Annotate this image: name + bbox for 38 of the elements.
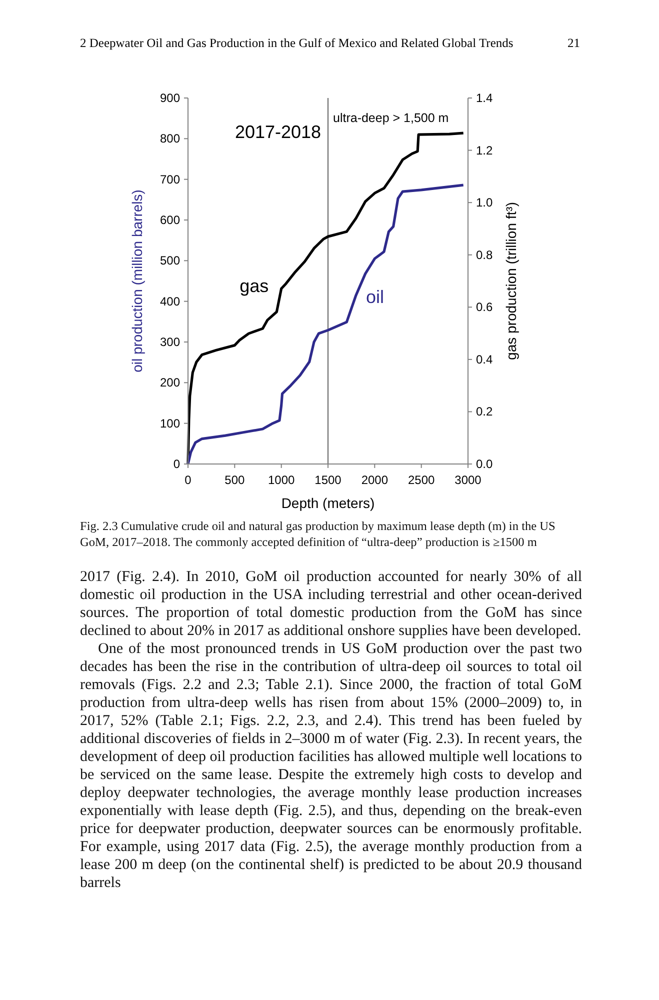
- y2-axis-title: gas production (trillion ft³): [503, 202, 519, 360]
- y2-tick-label: 1.4: [476, 91, 494, 105]
- x-tick-label: 1000: [268, 473, 296, 487]
- caption: Fig. 2.3 Cumulative crude oil and natural gas production by maximum lease depth (m) in the US GoM, 2017–2018. The commonly accepted definition of “ultra-deep” production is ≥1500 m: [80, 518, 556, 550]
- y-tick-label: 800: [160, 132, 180, 146]
- x-tick-label: 0: [184, 473, 192, 487]
- annotation: 2017-2018: [234, 122, 322, 142]
- y2-tick-label: 1.2: [476, 143, 494, 158]
- y-tick-label: 900: [160, 91, 180, 105]
- y-tick-label: 300: [160, 335, 180, 349]
- y-tick-label: 400: [160, 294, 180, 308]
- text: 2 Deepwater Oil and Gas Production in the Gulf of Mexico and Related Global Trends: [80, 36, 514, 50]
- x-tick-label: 1500: [314, 473, 342, 487]
- x-tick-label: 2500: [408, 473, 436, 487]
- y-tick-label: 100: [160, 416, 180, 430]
- text: 21: [568, 36, 580, 50]
- y-tick-label: 600: [160, 213, 180, 227]
- y2-tick-label: 0.2: [476, 404, 494, 419]
- y-tick-label: 500: [160, 254, 180, 268]
- y-tick-label: 0: [173, 457, 180, 471]
- y2-tick-label: 0.8: [476, 248, 494, 262]
- x-tick-label: 3000: [454, 473, 482, 487]
- text: 2017 (Fig. 2.4). In 2010, GoM oil production accounted for nearly 30% of all domestic oil production in the USA including terrestrial and other ocean-derived sources. The proportion of total domestic production from the GoM has since declined to about 20% in 2017 as additional onshore supplies have been developed.: [80, 568, 582, 640]
- y2-tick-label: 0.4: [476, 352, 494, 366]
- y2-tick-label: 0.6: [476, 300, 494, 314]
- x-tick-label: 500: [224, 473, 245, 487]
- y-tick-label: 200: [160, 376, 180, 390]
- y2-tick-label: 0.0: [476, 457, 494, 471]
- series-label: gas: [240, 276, 269, 296]
- x-tick-label: 2000: [361, 473, 388, 487]
- x-axis-title: Depth (meters): [281, 495, 375, 511]
- y2-tick-label: 1.0: [476, 196, 494, 210]
- text: One of the most pronounced trends in US GoM production over the past two decades has been the rise in the contribution of ultra-deep oil sources to total oil removals (Figs. 2.2 and 2.3; Table 2.1). Since 2000, the fraction of total GoM production from ultra-deep wells has risen from about 15% (2000–2009) to, in 2017, 52% (Table 2.1; Figs. 2.2, 2.3, and 2.4). This trend has been fueled by additional discoveries of fields in 2–3000 m of water (Fig. 2.3). In recent years, the development of deep oil production facilities has allowed multiple well locations to be serviced on the same lease. Despite the extremely high costs to develop and deploy deepwater technologies, the average monthly lease production increases exponentially with lease depth (Fig. 2.5), and thus, depending on the break-even price for deepwater production, deepwater sources can be enormously profitable. For example, using 2017 data (Fig. 2.5), the average monthly production from a lease 200 m deep (on the continental shelf) is predicted to be about 20.9 thousand barrels: [80, 641, 582, 891]
- series-label: oil: [366, 287, 384, 308]
- line-series: [186, 184, 465, 466]
- y-tick-label: 700: [160, 172, 180, 186]
- ref-line-label: ultra-deep > 1,500 m: [333, 111, 449, 125]
- y-axis-title: oil production (million barrels): [129, 190, 145, 372]
